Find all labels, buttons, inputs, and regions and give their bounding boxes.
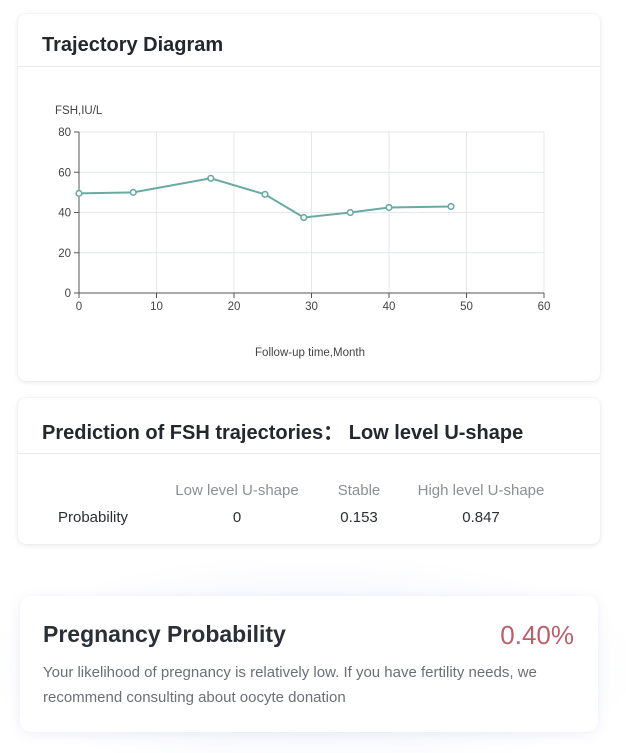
- data-point[interactable]: [207, 174, 215, 182]
- y-axis-label: FSH,IU/L: [55, 105, 103, 117]
- pregnancy-title: Pregnancy Probability: [43, 621, 286, 647]
- value-high-level-u-shape: 0.847: [462, 509, 500, 526]
- probability-row-label: Probability: [58, 509, 129, 526]
- data-point[interactable]: [75, 189, 83, 197]
- value-stable: 0.153: [340, 509, 378, 526]
- fsh-series-line: [78, 177, 452, 219]
- header-low-level-u-shape: Low level U-shape: [175, 482, 299, 499]
- chart-axes: 0 20 40 60 80 0 10 20 30 40 50 60: [58, 127, 550, 313]
- fsh-trajectory-chart: 0 20 40 60 80 0 10 20 30 40 50 60 FSH,IU/L Follow-u…: [55, 105, 550, 359]
- x-tick-label: 40: [383, 301, 396, 313]
- pregnancy-card: Pregnancy Probability 0.40% Your likelih…: [20, 596, 598, 732]
- x-tick-label: 20: [228, 301, 241, 313]
- x-tick-label: 60: [538, 301, 551, 313]
- prediction-card: Prediction of FSH trajectories： Low leve…: [18, 398, 600, 544]
- y-tick-label: 40: [58, 208, 71, 220]
- pregnancy-probability-value: 0.40%: [500, 620, 574, 650]
- divider: [18, 66, 600, 67]
- trajectory-card: Trajectory Diagram 0 20 40 60 80 0 10 20 30 40 50 6…: [18, 14, 600, 381]
- pregnancy-description: Your likelihood of pregnancy is relative…: [43, 664, 537, 706]
- data-point[interactable]: [129, 188, 137, 196]
- y-tick-label: 0: [65, 288, 71, 300]
- x-tick-label: 0: [76, 301, 82, 313]
- data-point[interactable]: [300, 213, 308, 222]
- x-axis-label: Follow-up time,Month: [255, 347, 365, 359]
- divider: [18, 453, 600, 454]
- y-tick-label: 60: [58, 167, 71, 179]
- x-tick-label: 10: [150, 301, 163, 313]
- prediction-title: Prediction of FSH trajectories： Low leve…: [42, 422, 524, 444]
- y-tick-label: 20: [58, 248, 71, 260]
- header-high-level-u-shape: High level U-shape: [417, 482, 545, 499]
- value-low-level-u-shape: 0: [232, 509, 242, 526]
- data-point[interactable]: [346, 208, 354, 217]
- chart-series: [75, 174, 455, 222]
- data-point[interactable]: [385, 203, 393, 212]
- x-tick-label: 50: [460, 301, 473, 313]
- y-tick-label: 80: [58, 127, 71, 139]
- data-point[interactable]: [261, 190, 269, 198]
- trajectory-title: Trajectory Diagram: [42, 34, 224, 56]
- data-point[interactable]: [447, 202, 455, 211]
- header-stable: Stable: [337, 482, 381, 499]
- x-tick-label: 30: [305, 301, 318, 313]
- chart-grid: [79, 131, 545, 293]
